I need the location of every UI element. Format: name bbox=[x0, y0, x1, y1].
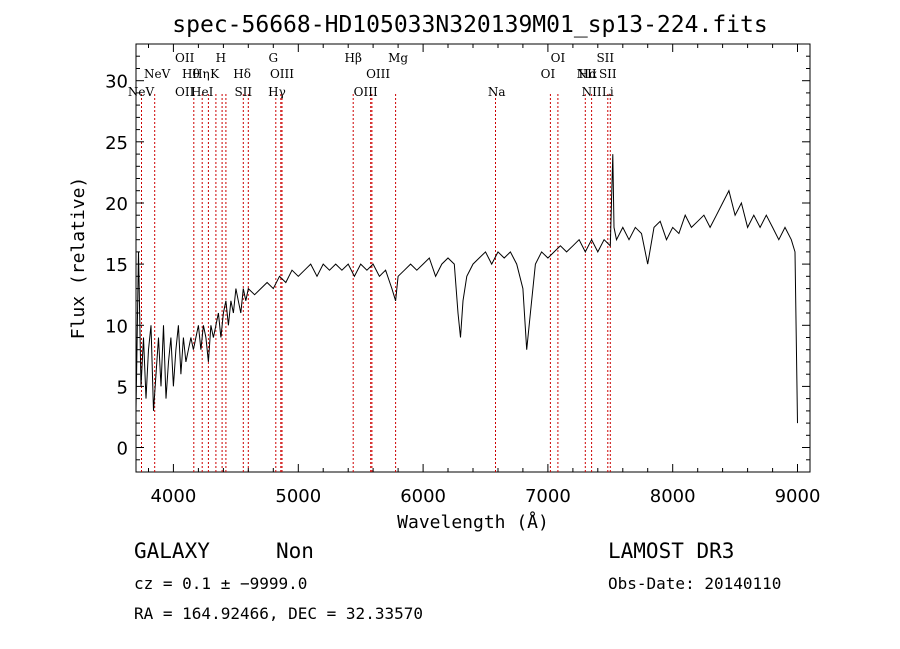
plot-area: 4000 5000 6000 7000 8000 9000 0 5 10 15 20 25 30 Ne… bbox=[105, 43, 821, 507]
line-label-top-2: Hη bbox=[192, 67, 210, 81]
line-label-bottom-3: SII bbox=[234, 85, 252, 99]
obs-date-text: Obs-Date: 20140110 bbox=[608, 574, 781, 593]
line-label-bottom-5: OIII bbox=[354, 85, 378, 99]
y-tick-label-3: 15 bbox=[105, 255, 128, 276]
line-label-top-1: OII bbox=[175, 51, 195, 65]
redshift-text: cz = 0.1 ± −9999.0 bbox=[134, 574, 307, 593]
spectral-marker-lines bbox=[141, 94, 611, 472]
line-label-top-11: Mg bbox=[388, 51, 408, 65]
line-label-top-8: OIII bbox=[270, 67, 294, 81]
line-label-top-7: G bbox=[269, 51, 279, 65]
coordinates-text: RA = 164.92466, DEC = 32.33570 bbox=[134, 604, 423, 623]
y-tick-label-4: 20 bbox=[105, 194, 128, 215]
line-label-top-15: SII bbox=[596, 51, 614, 65]
flux-series-line bbox=[135, 154, 798, 424]
line-label-top-4: Hθ bbox=[182, 67, 200, 81]
y-tick-label-5: 25 bbox=[105, 133, 128, 154]
line-label-top-10: OIII bbox=[366, 67, 390, 81]
class-label: GALAXY bbox=[134, 539, 210, 563]
x-tick-label-5: 9000 bbox=[775, 486, 821, 507]
x-tick-label-3: 7000 bbox=[525, 486, 571, 507]
line-label-bottom-2: HeI bbox=[191, 85, 214, 99]
x-tick-label-2: 6000 bbox=[400, 486, 446, 507]
line-label-bottom-8: Li bbox=[602, 85, 614, 99]
line-label-bottom-0: NeV bbox=[128, 85, 155, 99]
line-label-top-12: OI bbox=[551, 51, 566, 65]
y-axis-label: Flux (relative) bbox=[68, 177, 89, 340]
y-tick-label-2: 10 bbox=[105, 316, 128, 337]
line-label-top-9: Hβ bbox=[344, 51, 361, 65]
y-axis-ticks: 0 5 10 15 20 25 30 bbox=[105, 55, 810, 461]
x-axis-label: Wavelength (Å) bbox=[397, 511, 549, 533]
y-tick-label-1: 5 bbox=[117, 377, 128, 398]
line-label-top-5: K bbox=[210, 67, 220, 81]
line-label-top-14: NII bbox=[577, 67, 597, 81]
x-axis-ticks: 4000 5000 6000 7000 8000 9000 bbox=[148, 44, 821, 507]
line-label-top-0: NeV bbox=[144, 67, 171, 81]
y-tick-label-6: 30 bbox=[105, 72, 128, 93]
line-label-top-16: Hα bbox=[579, 67, 598, 81]
line-label-top-13: OI bbox=[541, 67, 556, 81]
survey-label: LAMOST DR3 bbox=[608, 539, 734, 563]
x-tick-label-4: 8000 bbox=[650, 486, 696, 507]
line-label-top-3: H bbox=[216, 51, 226, 65]
line-label-bottom-7: NII bbox=[582, 85, 602, 99]
line-label-bottom-1: OII bbox=[175, 85, 195, 99]
chart-title: spec-56668-HD105033N320139M01_sp13-224.f… bbox=[172, 12, 767, 38]
line-label-top-17: SII bbox=[599, 67, 617, 81]
line-label-top-6: Hδ bbox=[233, 67, 251, 81]
x-tick-label-1: 5000 bbox=[275, 486, 321, 507]
line-label-bottom-4: Hγ bbox=[268, 85, 286, 99]
y-tick-label-0: 0 bbox=[117, 439, 128, 460]
plot-frame bbox=[135, 43, 811, 473]
subclass-label: Non bbox=[276, 539, 314, 563]
line-label-bottom-6: Na bbox=[488, 85, 506, 99]
x-tick-label-0: 4000 bbox=[150, 486, 196, 507]
